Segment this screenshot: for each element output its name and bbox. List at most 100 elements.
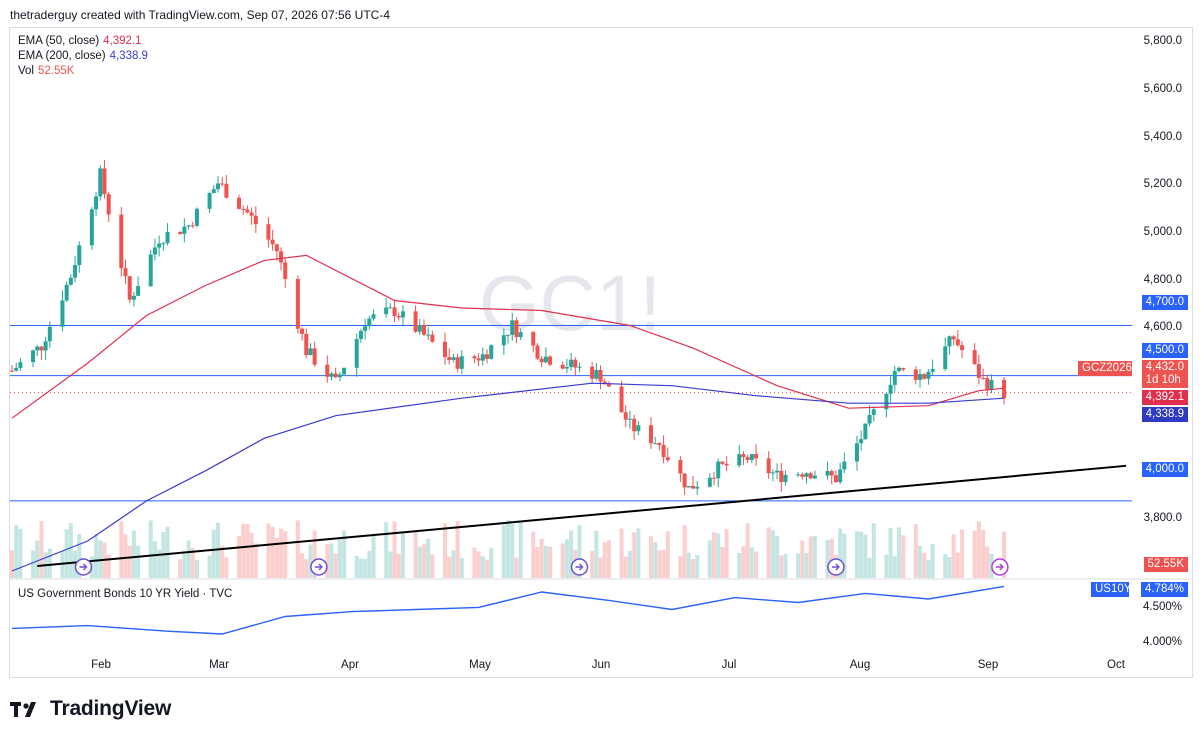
candle-body[interactable] <box>712 477 717 479</box>
candle-body[interactable] <box>295 278 300 329</box>
candle-body[interactable] <box>89 209 94 246</box>
candle-body[interactable] <box>838 469 843 483</box>
candle-body[interactable] <box>590 366 595 379</box>
candle-body[interactable] <box>560 364 565 369</box>
candle-body[interactable] <box>77 245 82 266</box>
candle-body[interactable] <box>569 359 574 368</box>
candle-body[interactable] <box>47 326 52 342</box>
candle-body[interactable] <box>896 367 901 372</box>
candle-body[interactable] <box>594 369 599 379</box>
candle-body[interactable] <box>43 341 48 351</box>
candle-body[interactable] <box>182 226 187 234</box>
candle-body[interactable] <box>686 486 691 488</box>
candle-body[interactable] <box>421 325 426 335</box>
candle-body[interactable] <box>472 356 477 359</box>
candle-body[interactable] <box>770 472 775 474</box>
candle-body[interactable] <box>64 284 69 301</box>
candle-body[interactable] <box>796 474 801 476</box>
candle-body[interactable] <box>947 336 952 347</box>
candle-body[interactable] <box>224 183 229 198</box>
candle-body[interactable] <box>636 425 641 432</box>
candle-body[interactable] <box>245 209 250 213</box>
legend-volume[interactable]: Vol 52.55K <box>18 64 148 79</box>
candle-body[interactable] <box>215 183 220 190</box>
candle-body[interactable] <box>518 332 523 338</box>
candle-body[interactable] <box>657 443 662 446</box>
candle-body[interactable] <box>413 311 418 332</box>
candle-body[interactable] <box>274 244 279 252</box>
candle-body[interactable] <box>480 354 485 361</box>
candle-body[interactable] <box>812 475 817 479</box>
candle-body[interactable] <box>648 425 653 444</box>
candle-body[interactable] <box>485 354 490 359</box>
candle-body[interactable] <box>68 277 73 285</box>
legend-ema200[interactable]: EMA (200, close) 4,338.9 <box>18 49 148 64</box>
candle-body[interactable] <box>354 339 359 368</box>
candle-body[interactable] <box>178 231 183 234</box>
ema50-line[interactable] <box>11 254 1005 419</box>
candle-body[interactable] <box>619 386 624 413</box>
candle-body[interactable] <box>136 286 141 296</box>
candle-body[interactable] <box>451 357 456 360</box>
candle-body[interactable] <box>388 307 393 309</box>
candle-body[interactable] <box>695 486 700 489</box>
candle-body[interactable] <box>926 371 931 379</box>
candle-body[interactable] <box>564 367 569 369</box>
candle-body[interactable] <box>884 393 889 410</box>
candle-body[interactable] <box>808 473 813 479</box>
candle-body[interactable] <box>775 470 780 473</box>
candle-body[interactable] <box>665 457 670 461</box>
candle-body[interactable] <box>39 346 44 351</box>
candle-body[interactable] <box>653 443 658 445</box>
candle-body[interactable] <box>304 333 309 356</box>
candle-body[interactable] <box>716 461 721 479</box>
candle-body[interactable] <box>325 364 330 377</box>
candle-body[interactable] <box>724 463 729 466</box>
candle-body[interactable] <box>922 374 927 379</box>
candle-body[interactable] <box>476 358 481 361</box>
candle-body[interactable] <box>623 412 628 420</box>
candle-body[interactable] <box>363 326 368 331</box>
candle-body[interactable] <box>312 348 317 365</box>
candle-body[interactable] <box>829 471 834 476</box>
candle-body[interactable] <box>514 320 519 338</box>
us10y-line[interactable] <box>11 585 1005 635</box>
candle-body[interactable] <box>598 369 603 382</box>
candle-body[interactable] <box>392 307 397 317</box>
candle-body[interactable] <box>510 320 515 335</box>
candle-body[interactable] <box>720 461 725 464</box>
candle-body[interactable] <box>98 168 103 197</box>
candle-body[interactable] <box>447 357 452 360</box>
candle-body[interactable] <box>60 300 65 327</box>
candle-body[interactable] <box>976 364 981 378</box>
candle-body[interactable] <box>10 370 14 372</box>
candle-body[interactable] <box>123 268 128 277</box>
candle-body[interactable] <box>535 345 540 359</box>
candle-body[interactable] <box>329 373 334 377</box>
candle-body[interactable] <box>871 409 876 415</box>
candle-body[interactable] <box>384 307 389 315</box>
trend-line[interactable] <box>37 464 1127 567</box>
candle-body[interactable] <box>94 196 99 210</box>
candle-body[interactable] <box>539 358 544 363</box>
candle-body[interactable] <box>678 460 683 474</box>
candle-body[interactable] <box>918 374 923 380</box>
candle-body[interactable] <box>691 486 696 489</box>
candle-body[interactable] <box>707 477 712 487</box>
candle-body[interactable] <box>501 335 506 346</box>
tradingview-logo[interactable]: TradingView <box>10 697 171 721</box>
candle-body[interactable] <box>333 373 338 378</box>
candle-body[interactable] <box>131 295 136 300</box>
candle-body[interactable] <box>632 418 637 432</box>
candle-body[interactable] <box>127 276 132 300</box>
candle-body[interactable] <box>800 474 805 477</box>
candle-body[interactable] <box>342 367 347 375</box>
candle-body[interactable] <box>901 367 906 370</box>
candle-body[interactable] <box>283 262 288 279</box>
candle-body[interactable] <box>165 231 170 244</box>
candle-body[interactable] <box>371 314 376 319</box>
candle-body[interactable] <box>396 316 401 318</box>
candle-body[interactable] <box>766 458 771 474</box>
candle-body[interactable] <box>489 345 494 359</box>
candle-body[interactable] <box>14 367 19 371</box>
